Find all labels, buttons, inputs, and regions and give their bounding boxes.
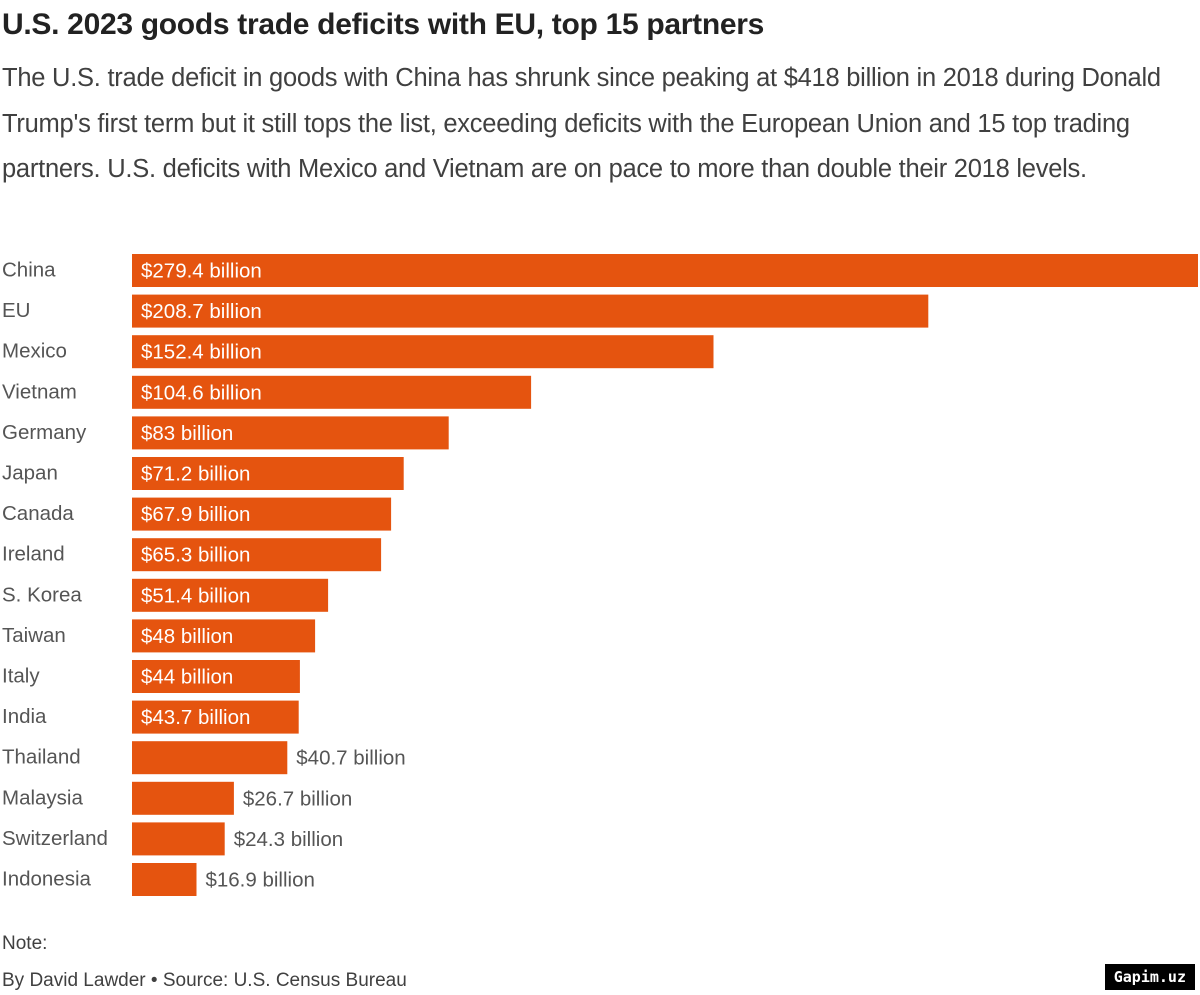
bar: [132, 660, 300, 693]
chart-subtitle: The U.S. trade deficit in goods with Chi…: [2, 64, 1161, 183]
category-label: Japan: [2, 462, 58, 485]
watermark-badge: Gapim.uz: [1104, 964, 1195, 990]
category-label: China: [2, 259, 56, 282]
source-credit: By David Lawder • Source: U.S. Census Bu…: [2, 970, 407, 991]
data-label: $44 billion: [141, 666, 233, 689]
bar: [132, 497, 392, 531]
chart-title: U.S. 2023 goods trade deficits with EU, …: [2, 8, 765, 41]
data-label: $24.3 billion: [234, 828, 343, 851]
data-label: $16.9 billion: [205, 869, 314, 892]
data-label: $71.2 billion: [141, 463, 250, 486]
bar-chart: China $279.4 billion EU $208.7 billion Mexic…: [2, 254, 1198, 896]
bar: [132, 294, 929, 328]
bar: [132, 335, 714, 369]
bar: [132, 822, 225, 856]
data-label: $48 billion: [141, 625, 233, 648]
data-label: $208.7 billion: [141, 300, 262, 323]
category-label: Canada: [2, 502, 74, 525]
category-label: Indonesia: [2, 868, 92, 891]
data-label: $65.3 billion: [141, 544, 250, 567]
category-label: Ireland: [2, 543, 65, 566]
data-label: $279.4 billion: [141, 260, 262, 283]
bar: [132, 741, 288, 775]
bar: [132, 254, 1198, 287]
data-label: $51.4 billion: [141, 584, 250, 607]
data-label: $83 billion: [141, 422, 233, 445]
bar: [132, 457, 404, 490]
category-label: Italy: [2, 665, 40, 688]
category-label: Malaysia: [2, 786, 83, 809]
bar: [132, 863, 197, 896]
bar: [132, 416, 449, 450]
category-label: Vietnam: [2, 380, 77, 403]
bar: [132, 781, 234, 815]
category-label: S. Korea: [2, 583, 82, 606]
bar: [132, 538, 382, 572]
category-label: Mexico: [2, 340, 67, 363]
data-label: $104.6 billion: [141, 381, 262, 404]
data-label: $152.4 billion: [141, 341, 262, 364]
category-label: Germany: [2, 421, 87, 444]
data-label: $67.9 billion: [141, 503, 250, 526]
data-label: $26.7 billion: [243, 787, 352, 810]
data-label: $40.7 billion: [296, 747, 405, 770]
bar: [132, 578, 329, 612]
bar: [132, 375, 532, 409]
data-label: $43.7 billion: [141, 706, 250, 729]
bar: [132, 700, 299, 734]
category-label: Taiwan: [2, 624, 66, 647]
bar: [132, 619, 316, 653]
category-label: Switzerland: [2, 827, 108, 850]
category-label: Thailand: [2, 746, 81, 769]
category-label: India: [2, 705, 47, 728]
category-label: EU: [2, 299, 30, 322]
note-label: Note:: [2, 933, 48, 954]
